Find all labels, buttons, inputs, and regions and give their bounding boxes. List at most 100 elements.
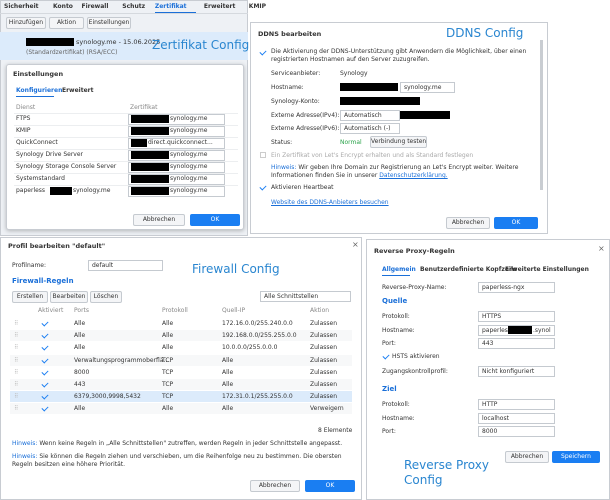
tab[interactable]: Firewall — [81, 3, 109, 10]
cert-select[interactable] — [128, 138, 225, 149]
cell: Zulassen — [310, 344, 338, 352]
privacy-link[interactable]: Datenschutzerklärung. — [379, 172, 448, 179]
field-input[interactable] — [478, 311, 555, 322]
row-divider — [14, 161, 238, 162]
dialog-title: DDNS bearbeiten — [258, 30, 322, 38]
tab[interactable]: Sicherheit — [4, 3, 39, 10]
cell: 6379,3000,9998,5432 — [74, 393, 141, 401]
close-icon[interactable]: × — [598, 244, 605, 253]
drag-handle: ⠿ — [14, 405, 19, 413]
profile-label: Profilname: — [12, 262, 47, 269]
ok-button[interactable]: OK — [190, 214, 240, 226]
service-name: paperless — [16, 187, 46, 194]
field-label: Protokoll: — [382, 401, 410, 408]
cancel-button[interactable]: Abbrechen — [505, 451, 549, 463]
table-row — [10, 318, 352, 329]
redaction — [131, 175, 169, 183]
drag-handle: ⠿ — [14, 344, 19, 352]
row-divider — [14, 149, 238, 150]
field-input[interactable]: Automatisch (-) — [340, 123, 400, 134]
tab[interactable]: Benutzerdefinierte Kopfzeile — [420, 266, 518, 273]
test-button[interactable]: Verbindung testen — [370, 136, 427, 148]
close-icon[interactable]: × — [352, 240, 359, 249]
cell: Verwaltungsprogrammoberflä... — [74, 356, 170, 364]
cert-select[interactable] — [128, 174, 225, 185]
cert-value: synology.me — [170, 187, 208, 194]
tab[interactable]: KMIP — [248, 3, 267, 10]
field-label: Zugangskontrollprofil: — [382, 368, 448, 375]
cancel-button[interactable]: Abbrechen — [446, 217, 490, 229]
field-value: localhost — [482, 414, 509, 422]
profile-input[interactable]: default — [88, 260, 163, 271]
field-input[interactable]: synology.me — [400, 82, 455, 93]
save-button[interactable]: Speichern — [552, 451, 600, 463]
field-input[interactable] — [478, 426, 555, 437]
annotation: Firewall Config — [192, 262, 280, 276]
cert-select[interactable] — [128, 150, 225, 161]
scrollbar — [540, 40, 543, 190]
field-label: Protokoll: — [382, 313, 410, 320]
field-value: HTTP — [482, 401, 498, 408]
ok-button[interactable]: OK — [305, 480, 355, 492]
redaction — [131, 163, 169, 171]
cell: 172.31.0.1/255.255.0.0 — [222, 393, 293, 401]
website-link[interactable]: Website des DDNS-Anbieters besuchen — [271, 199, 389, 206]
field-label: Hostname: — [382, 414, 415, 422]
table-row — [10, 366, 352, 378]
create-button[interactable]: Erstellen — [12, 291, 48, 303]
table-row — [10, 391, 352, 403]
hsts-option: HSTS aktivieren — [392, 353, 440, 360]
field-input[interactable]: paperless-ngx — [478, 282, 555, 293]
cert-select[interactable] — [128, 186, 225, 197]
action-button[interactable]: Aktion — [49, 17, 84, 29]
edit-button[interactable]: Bearbeiten — [50, 291, 88, 303]
cancel-button[interactable]: Abbrechen — [133, 214, 185, 226]
settings-button[interactable]: Einstellungen — [87, 17, 131, 29]
cancel-button[interactable]: Abbrechen — [250, 480, 300, 492]
interface-select[interactable]: Alle Schnittstellen — [260, 291, 351, 302]
field-value: Synology — [340, 70, 368, 77]
tab-underline — [382, 275, 410, 276]
table-row — [10, 330, 352, 342]
cert-value: synology.me — [170, 151, 208, 158]
cell: 8000 — [74, 368, 90, 376]
service-suffix: synology.me — [73, 187, 111, 194]
tab[interactable]: Erweiterte Einstellungen — [505, 266, 589, 273]
cert-select[interactable] — [128, 114, 225, 125]
cert-select[interactable] — [128, 162, 225, 173]
tab[interactable]: Erweitert — [203, 3, 236, 10]
tab[interactable]: Konto — [53, 3, 73, 10]
column-header: Zertifikat — [130, 104, 158, 111]
cell: Alle — [74, 405, 86, 413]
field-input[interactable] — [478, 338, 555, 349]
delete-button[interactable]: Löschen — [90, 291, 122, 303]
hint-label: Hinweis: — [12, 440, 38, 447]
redaction — [131, 151, 169, 159]
tab[interactable]: Schutz — [122, 3, 146, 10]
field-value: 443 — [482, 340, 494, 347]
hint-label: Hinweis: — [12, 453, 38, 460]
ok-button[interactable]: OK — [494, 217, 538, 229]
row-divider — [14, 173, 238, 174]
redaction — [50, 187, 72, 195]
field-input[interactable]: Nicht konfiguriert — [478, 366, 555, 377]
cell: Alle — [162, 344, 174, 352]
field-input[interactable] — [478, 399, 555, 410]
field-input[interactable] — [478, 412, 555, 424]
field-input[interactable]: Automatisch — [340, 110, 400, 121]
tab[interactable]: Erweitert — [62, 87, 94, 94]
tab[interactable]: Zertifikat — [154, 3, 187, 10]
cell: Alle — [162, 320, 174, 327]
checkbox[interactable] — [260, 152, 266, 158]
cert-select[interactable] — [128, 126, 225, 137]
add-button[interactable]: Hinzufügen — [6, 17, 46, 29]
cert-name: synology.me - 15.06.2025 — [76, 38, 161, 46]
cell: Zulassen — [310, 356, 338, 364]
tab[interactable]: Konfigurieren — [16, 87, 63, 94]
field-label: Synology-Konto: — [271, 98, 320, 105]
redaction — [131, 115, 169, 123]
cell: 192.168.0.0/255.255.0.0 — [222, 332, 297, 340]
annotation: Zertifikat Config — [152, 38, 250, 52]
tab[interactable]: Allgemein — [382, 266, 416, 273]
hint: Hinweis: Sie können die Regeln ziehen un… — [12, 453, 352, 469]
